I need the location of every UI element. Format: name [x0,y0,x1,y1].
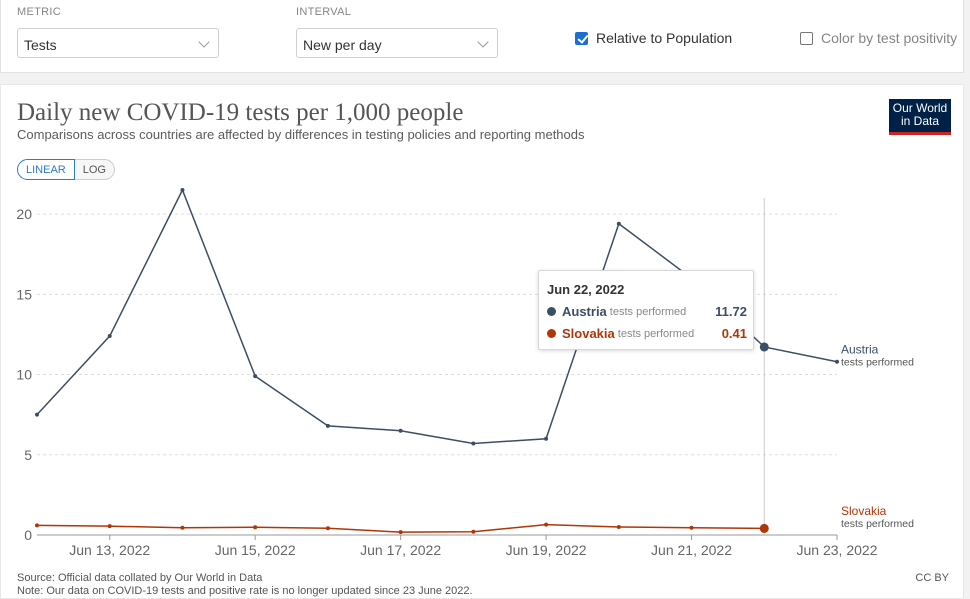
data-point-slovakia[interactable] [180,525,185,530]
checkbox-checked-icon [575,31,588,45]
metric-label: METRIC [17,6,61,18]
tooltip-row-slovakia: Slovakia tests performed 0.41 [547,326,747,341]
source-text[interactable]: Source: Official data collated by Our Wo… [17,572,263,584]
slovakia-dot-icon [547,329,556,338]
owid-logo[interactable]: Our World in Data [889,99,951,135]
interval-select-value: New per day [303,37,382,53]
tooltip-slovakia-name: Slovakia [562,326,615,341]
data-point-austria[interactable] [325,423,330,428]
data-point-slovakia[interactable] [471,529,476,534]
data-point-austria[interactable] [180,188,185,193]
chart-panel: Daily new COVID-19 tests per 1,000 peopl… [0,84,964,599]
series-sublabel-slovakia: tests performed [841,518,914,530]
scale-toggle: LINEAR LOG [17,159,115,180]
data-point-austria[interactable] [253,374,258,379]
color-by-positivity-label: Color by test positivity [821,30,958,46]
data-point-slovakia[interactable] [253,525,258,530]
series-label-austria[interactable]: Austria [841,343,879,357]
logo-line-1: Our World [892,101,948,115]
color-by-positivity-checkbox[interactable]: Color by test positivity [800,30,957,46]
data-point-slovakia[interactable] [544,522,549,527]
tooltip-date: Jun 22, 2022 [547,282,625,297]
data-point-austria[interactable] [835,359,839,364]
relative-to-population-label: Relative to Population [596,30,733,46]
controls-bar: METRIC Tests INTERVAL New per day Relati… [0,0,964,73]
x-tick-label: Jun 21, 2022 [651,542,732,558]
x-tick-label: Jun 23, 2022 [797,542,878,558]
y-tick-label: 5 [24,447,32,463]
chart-subtitle: Comparisons across countries are affecte… [17,127,585,142]
linear-scale-button[interactable]: LINEAR [17,159,75,180]
data-point-austria[interactable] [35,412,39,417]
relative-to-population-checkbox[interactable]: Relative to Population [575,30,732,46]
tooltip-slovakia-value: 0.41 [721,326,747,341]
tooltip-austria-value: 11.72 [715,304,747,319]
line-chart[interactable]: 0 5 10 15 20 Jun 13, 2022 Jun 15, 2022 Jun 17, … [0,84,964,599]
checkbox-unchecked-icon [800,31,813,45]
data-point-slovakia[interactable] [325,526,330,531]
y-tick-label: 10 [16,367,32,383]
log-scale-button[interactable]: LOG [74,159,115,180]
chart-title: Daily new COVID-19 tests per 1,000 peopl… [17,99,464,126]
data-note: Note: Our data on COVID-19 tests and pos… [17,585,473,597]
data-point-austria[interactable] [398,428,403,433]
series-sublabel-austria: tests performed [841,357,914,369]
x-tick-label: Jun 13, 2022 [69,542,150,558]
data-point-slovakia[interactable] [689,525,694,530]
data-point-austria[interactable] [759,342,769,352]
tooltip-row-austria: Austria tests performed 11.72 [547,304,747,319]
x-tick-label: Jun 15, 2022 [215,542,296,558]
metric-select-value: Tests [24,37,57,53]
data-point-slovakia[interactable] [759,523,769,533]
interval-select[interactable]: New per day [296,28,498,58]
y-tick-label: 20 [16,206,32,222]
tooltip-slovakia-sub: tests performed [617,327,695,340]
tooltip-austria-sub: tests performed [609,305,687,318]
metric-select[interactable]: Tests [17,28,219,58]
data-point-slovakia[interactable] [398,530,403,535]
interval-label: INTERVAL [296,6,352,18]
data-point-slovakia[interactable] [107,524,112,529]
y-tick-label: 0 [24,527,32,543]
license-link[interactable]: CC BY [915,572,949,584]
series-label-slovakia[interactable]: Slovakia [841,504,887,518]
x-tick-label: Jun 19, 2022 [506,542,587,558]
chevron-down-icon [477,36,489,48]
x-tick-label: Jun 17, 2022 [360,542,441,558]
austria-dot-icon [547,307,556,316]
data-point-slovakia[interactable] [616,524,621,529]
data-point-austria[interactable] [471,441,476,446]
data-point-austria[interactable] [544,436,549,441]
data-point-austria[interactable] [616,221,621,226]
tooltip-austria-name: Austria [562,304,607,319]
y-tick-label: 15 [16,286,32,302]
data-point-austria[interactable] [107,334,112,339]
source-note: Source: Official data collated by Our Wo… [17,572,473,598]
data-point-slovakia[interactable] [35,523,39,528]
hover-tooltip: Jun 22, 2022 Austria tests performed 11.… [538,270,754,350]
logo-line-2: in Data [900,114,940,128]
chevron-down-icon [198,36,210,48]
